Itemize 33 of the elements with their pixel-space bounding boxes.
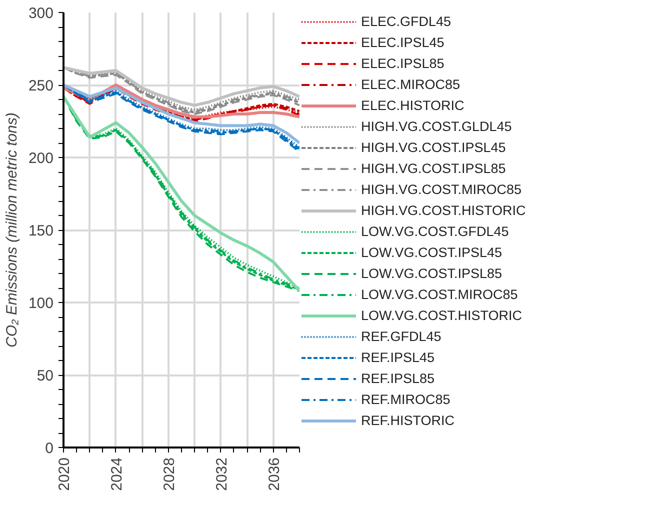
legend-label: REF.IPSL45: [361, 350, 435, 365]
y-tick-label: 150: [28, 222, 54, 240]
legend-label: LOW.VG.COST.HISTORIC: [361, 308, 522, 323]
y-tick-label: 0: [45, 440, 54, 457]
legend-label: LOW.VG.COST.IPSL45: [361, 245, 502, 260]
legend-label: REF.MIROC85: [361, 392, 450, 407]
legend-label: LOW.VG.COST.MIROC85: [361, 287, 518, 302]
legend-label: LOW.VG.COST.IPSL85: [361, 266, 502, 281]
x-tick-label: 2020: [56, 457, 73, 491]
legend-label: ELEC.HISTORIC: [361, 98, 464, 113]
x-tick-label: 2024: [108, 457, 126, 491]
legend-label: REF.HISTORIC: [361, 413, 455, 428]
legend-label: HIGH.VG.COST.GLDL45: [361, 119, 512, 134]
legend-label: REF.IPSL85: [361, 371, 435, 386]
y-tick-label: 100: [28, 295, 54, 312]
x-tick-label: 2028: [160, 457, 178, 491]
legend-label: ELEC.IPSL85: [361, 56, 444, 71]
y-tick-label: 50: [36, 368, 54, 384]
y-tick-label: 250: [28, 78, 54, 94]
y-tick-label: 200: [28, 150, 54, 167]
legend-label: HIGH.VG.COST.IPSL45: [361, 140, 506, 155]
legend-label: HIGH.VG.COST.HISTORIC: [361, 203, 526, 218]
x-tick-label: 2032: [213, 457, 230, 491]
legend-label: ELEC.IPSL45: [361, 35, 444, 50]
legend-label: LOW.VG.COST.GFDL45: [361, 224, 509, 239]
legend-label: REF.GFDL45: [361, 329, 442, 344]
legend-label: HIGH.VG.COST.IPSL85: [361, 161, 506, 176]
legend-label: ELEC.MIROC85: [361, 77, 460, 92]
legend-label: ELEC.GFDL45: [361, 14, 452, 29]
y-tick-label: 300: [28, 5, 54, 22]
legend-label: HIGH.VG.COST.MIROC85: [361, 182, 522, 197]
y-axis-title: CO₂ Emissions (million metric tons): [3, 112, 20, 348]
x-tick-label: 2036: [266, 457, 283, 491]
